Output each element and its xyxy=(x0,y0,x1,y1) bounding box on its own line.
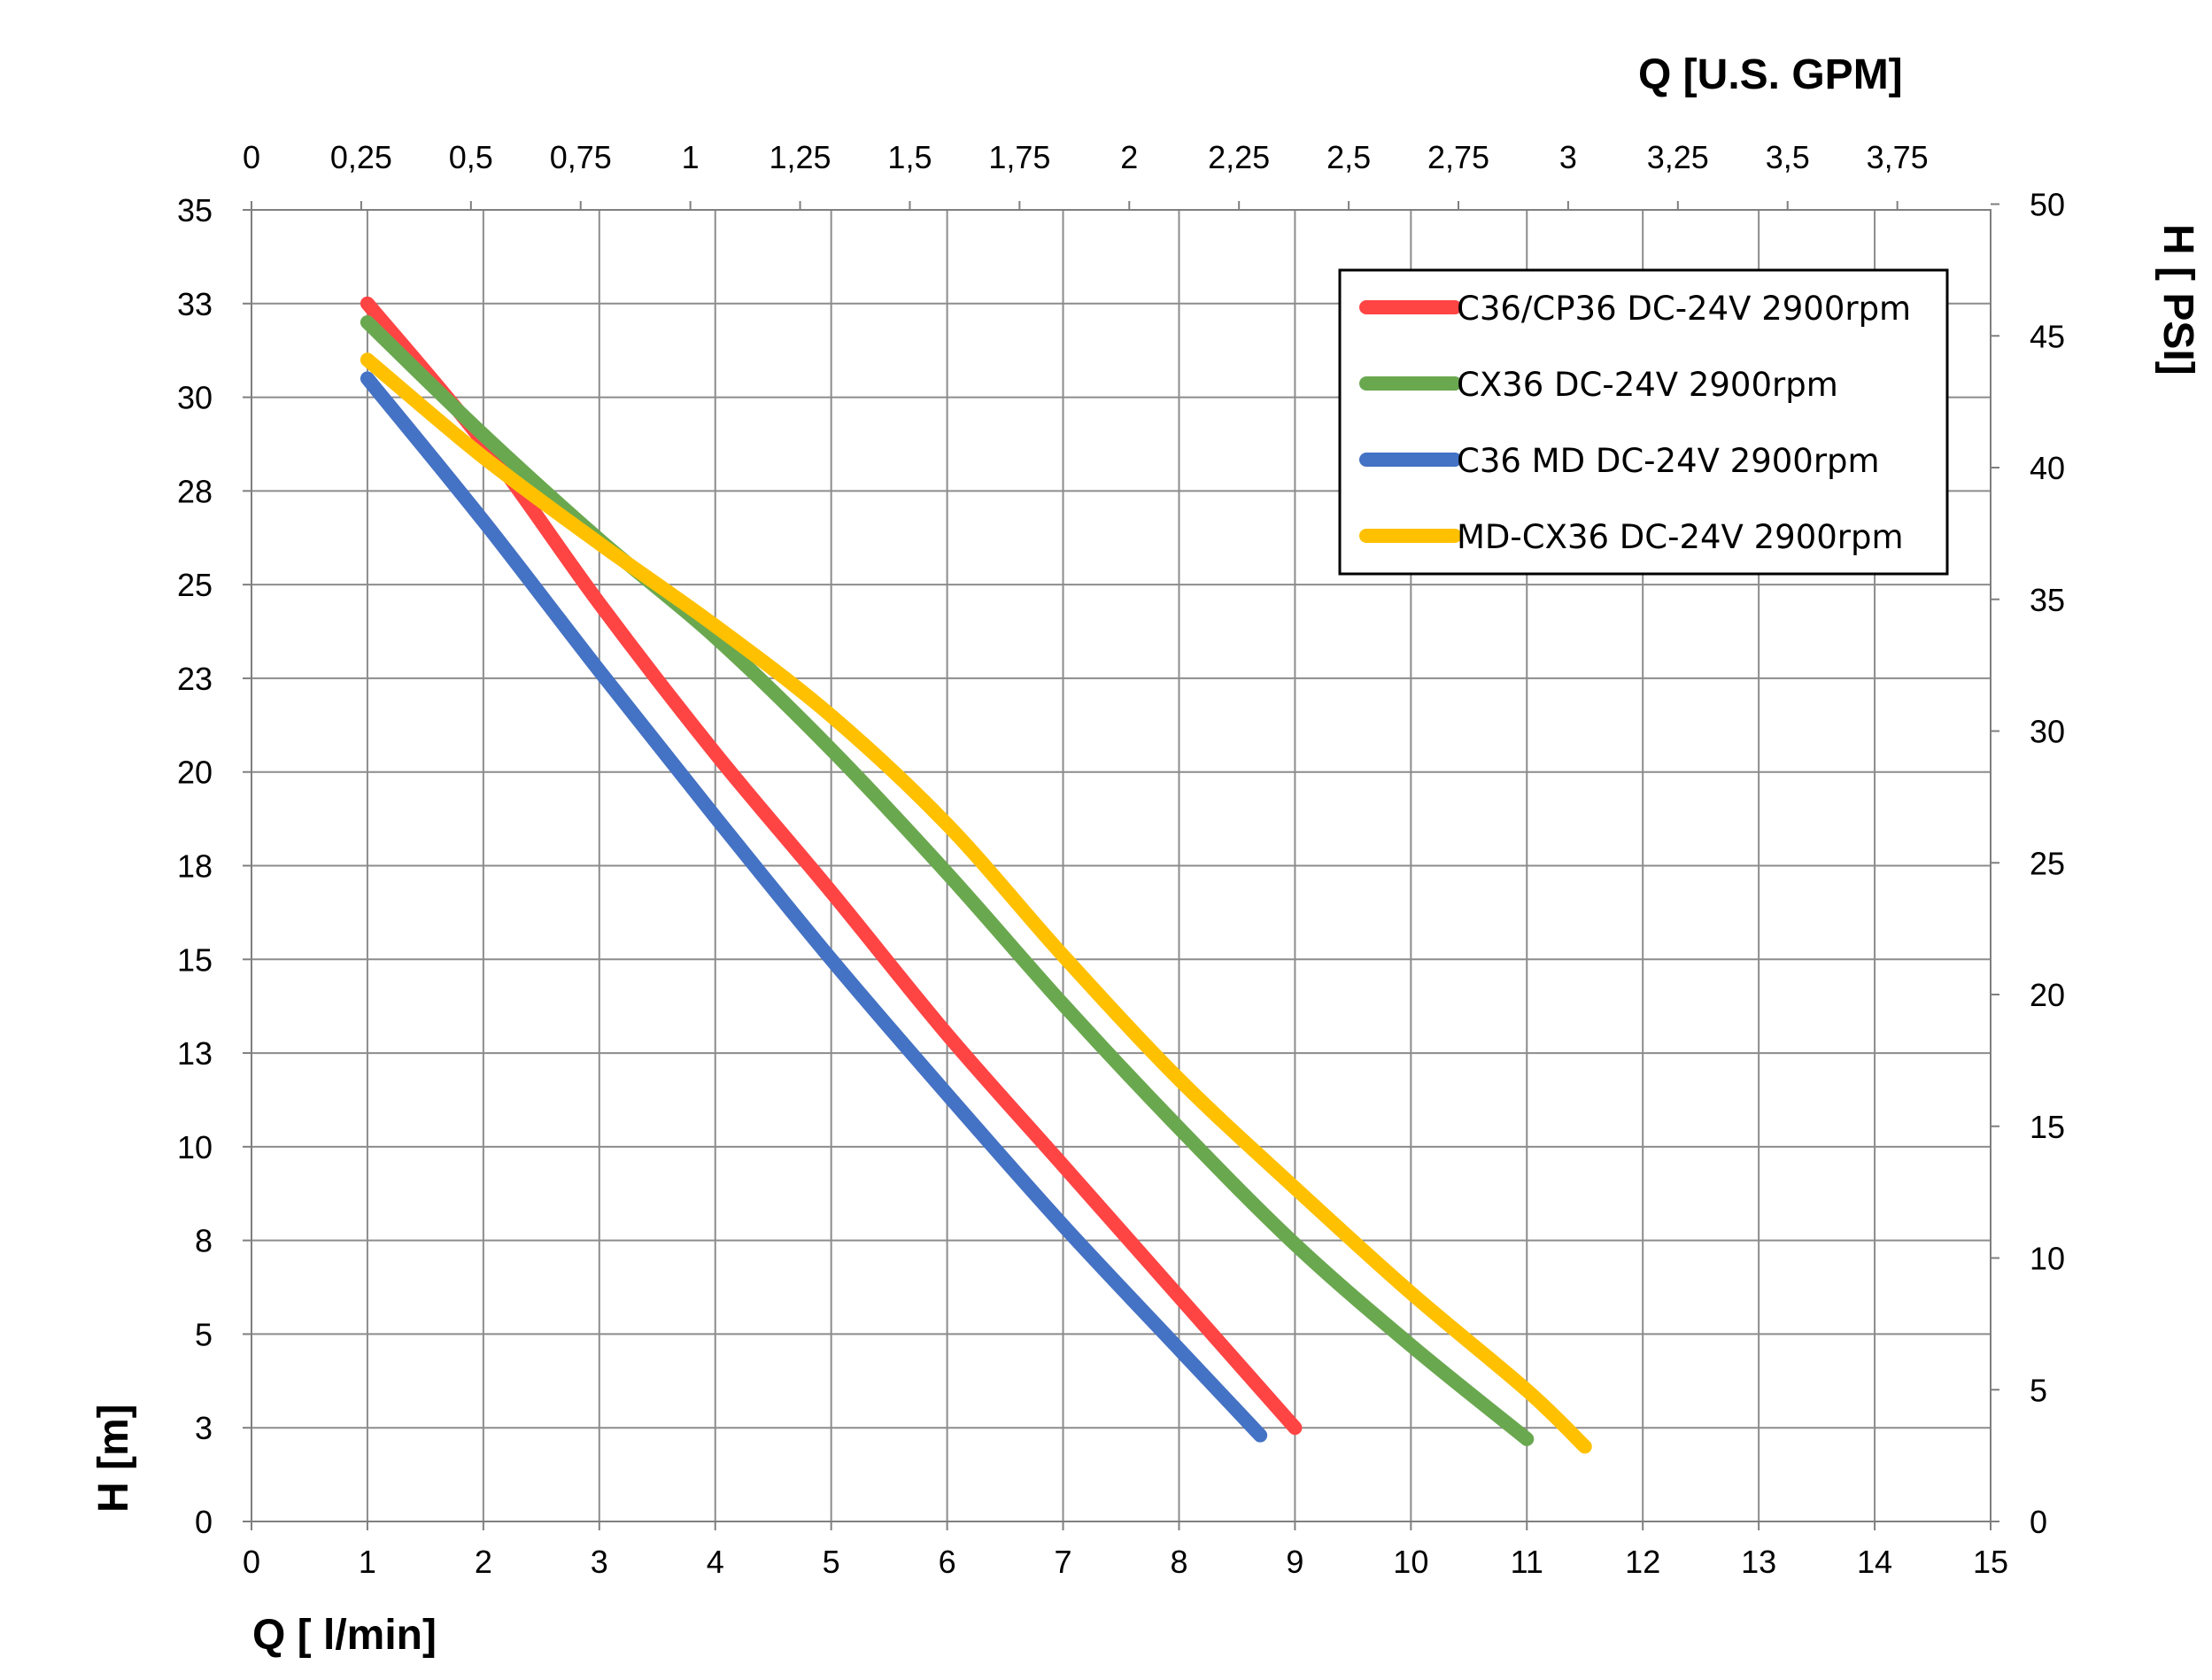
x-tick-label-bottom: 0 xyxy=(243,1544,260,1580)
y-axis-title-right: H [ PSI] xyxy=(2154,224,2201,375)
series-line-3 xyxy=(360,371,1268,1443)
x-tick-label-bottom: 12 xyxy=(1625,1544,1660,1580)
y-tick-label-left: 28 xyxy=(177,473,213,509)
y-tick-label-right: 20 xyxy=(2030,977,2065,1013)
x-tick-label-bottom: 7 xyxy=(1055,1544,1072,1580)
x-tick-label-bottom: 15 xyxy=(1973,1544,2008,1580)
y-axis-title-left: H [m] xyxy=(90,1404,137,1513)
x-tick-label-bottom: 5 xyxy=(823,1544,840,1580)
y-tick-label-right: 30 xyxy=(2030,714,2065,750)
x-tick-label-top: 0,5 xyxy=(449,139,493,175)
x-tick-label-top: 0 xyxy=(243,139,260,175)
y-tick-label-right: 35 xyxy=(2030,582,2065,618)
y-tick-label-left: 20 xyxy=(177,755,213,791)
x-tick-label-top: 3,75 xyxy=(1867,139,1929,175)
y-tick-label-left: 23 xyxy=(177,661,213,697)
x-tick-label-bottom: 14 xyxy=(1857,1544,1892,1580)
x-tick-label-top: 0,75 xyxy=(550,139,612,175)
y-tick-label-left: 13 xyxy=(177,1035,213,1072)
x-tick-label-bottom: 4 xyxy=(707,1544,724,1580)
x-tick-label-bottom: 1 xyxy=(359,1544,376,1580)
x-tick-label-top: 2,5 xyxy=(1326,139,1371,175)
x-tick-label-bottom: 10 xyxy=(1393,1544,1428,1580)
series-line-4 xyxy=(360,352,1592,1454)
x-tick-label-top: 1,25 xyxy=(770,139,831,175)
x-axis-title-top: Q [U.S. GPM] xyxy=(1638,51,1903,98)
y-tick-label-left: 15 xyxy=(177,941,213,978)
x-tick-label-bottom: 11 xyxy=(1511,1544,1543,1580)
y-tick-label-left: 8 xyxy=(195,1223,213,1259)
legend-label: MD-CX36 DC-24V 2900rpm xyxy=(1457,518,1904,556)
y-tick-label-left: 35 xyxy=(177,192,213,228)
legend-label: C36/CP36 DC-24V 2900rpm xyxy=(1457,290,1911,328)
x-tick-label-bottom: 8 xyxy=(1170,1544,1187,1580)
y-tick-label-right: 10 xyxy=(2030,1241,2065,1277)
x-tick-label-top: 2,75 xyxy=(1427,139,1489,175)
series-line-2 xyxy=(360,314,1535,1446)
x-tick-label-top: 0,25 xyxy=(330,139,392,175)
x-tick-label-top: 1 xyxy=(682,139,700,175)
y-tick-label-right: 25 xyxy=(2030,845,2065,881)
y-tick-label-left: 3 xyxy=(195,1410,213,1446)
y-tick-label-left: 0 xyxy=(195,1504,213,1540)
x-tick-label-bottom: 2 xyxy=(475,1544,492,1580)
y-tick-label-right: 5 xyxy=(2030,1372,2047,1408)
y-tick-label-left: 18 xyxy=(177,848,213,885)
x-tick-label-bottom: 3 xyxy=(591,1544,608,1580)
legend-box xyxy=(1338,268,1949,576)
y-tick-label-left: 30 xyxy=(177,380,213,416)
x-tick-label-top: 1,5 xyxy=(887,139,932,175)
x-tick-label-top: 2,25 xyxy=(1208,139,1270,175)
x-tick-label-bottom: 13 xyxy=(1741,1544,1776,1580)
x-tick-label-bottom: 9 xyxy=(1286,1544,1303,1580)
y-tick-label-right: 15 xyxy=(2030,1109,2065,1145)
x-tick-label-top: 3 xyxy=(1559,139,1577,175)
legend-label: CX36 DC-24V 2900rpm xyxy=(1457,366,1838,404)
legend-label: C36 MD DC-24V 2900rpm xyxy=(1457,442,1880,480)
x-tick-label-top: 3,25 xyxy=(1647,139,1709,175)
y-tick-label-right: 40 xyxy=(2030,450,2065,486)
x-tick-label-top: 3,5 xyxy=(1766,139,1810,175)
y-tick-label-right: 0 xyxy=(2030,1504,2047,1540)
y-tick-label-left: 33 xyxy=(177,286,213,322)
y-tick-label-right: 50 xyxy=(2030,187,2065,223)
y-tick-label-left: 10 xyxy=(177,1129,213,1165)
x-tick-label-top: 1,75 xyxy=(988,139,1050,175)
axis-ticks: 0 1 2 3 4 5 6 7 8 9 10 11 12 13 14 15035810131518202325… xyxy=(177,139,2065,1580)
x-tick-label-top: 2 xyxy=(1120,139,1138,175)
y-tick-label-right: 45 xyxy=(2030,318,2065,354)
x-tick-label-bottom: 6 xyxy=(939,1544,956,1580)
y-tick-label-left: 5 xyxy=(195,1316,213,1352)
legend: C36/CP36 DC-24V 2900rpm CX36 DC-24V 2900r… xyxy=(1338,268,1949,576)
x-axis-title-bottom: Q [ l/min] xyxy=(252,1612,437,1659)
y-tick-label-left: 25 xyxy=(177,567,213,603)
series-lines xyxy=(360,296,1592,1454)
